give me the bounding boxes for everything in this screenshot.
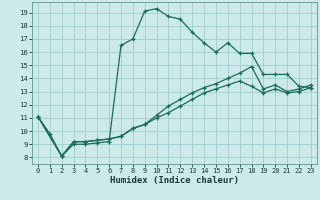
X-axis label: Humidex (Indice chaleur): Humidex (Indice chaleur) — [110, 176, 239, 185]
